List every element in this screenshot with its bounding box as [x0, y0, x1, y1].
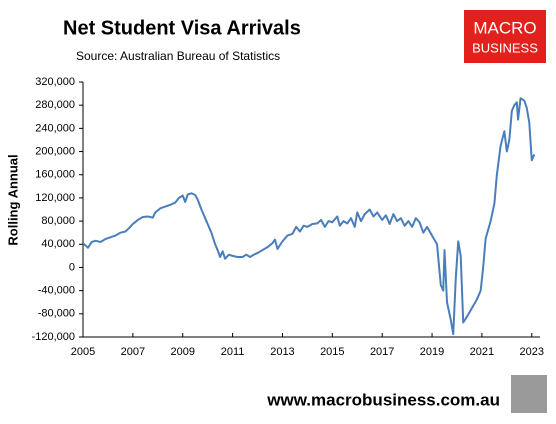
- y-tick-label: 240,000: [35, 122, 75, 134]
- data-line: [82, 97, 536, 336]
- y-tick-label: 120,000: [35, 192, 75, 204]
- x-tick-label: 2005: [71, 346, 95, 358]
- x-tick-label: 2015: [320, 346, 344, 358]
- y-tick-label: -80,000: [38, 308, 75, 320]
- footer: www.macrobusiness.com.au: [266, 390, 500, 409]
- x-tick-label: 2007: [121, 346, 145, 358]
- y-tick-label: 320,000: [35, 76, 75, 88]
- x-tick-label: 2023: [520, 346, 544, 358]
- chart-title: Net Student Visa Arrivals: [63, 17, 301, 39]
- y-tick-label: 160,000: [35, 169, 75, 181]
- x-tick-label: 2021: [470, 346, 494, 358]
- x-tick-label: 2009: [170, 346, 194, 358]
- x-tick-label: 2019: [420, 346, 444, 358]
- y-tick-label: 200,000: [35, 145, 75, 157]
- logo-text: BUSINESS: [472, 40, 538, 55]
- y-tick-label: -40,000: [38, 285, 75, 297]
- chart-subtitle: Source: Australian Bureau of Statistics: [76, 49, 280, 63]
- y-tick-label: 40,000: [41, 238, 75, 250]
- y-tick-label: 80,000: [41, 215, 75, 227]
- y-tick-label: -120,000: [32, 331, 75, 343]
- logo-text: MACRO: [473, 18, 536, 37]
- x-tick-label: 2013: [270, 346, 294, 358]
- logo-image: [511, 375, 547, 413]
- logo-box: [464, 10, 546, 63]
- y-axis-label: Rolling Annual: [5, 154, 20, 245]
- y-tick-label: 0: [69, 261, 75, 273]
- x-tick-label: 2011: [221, 346, 245, 358]
- y-tick-label: 280,000: [35, 99, 75, 111]
- x-tick-label: 2017: [370, 346, 394, 358]
